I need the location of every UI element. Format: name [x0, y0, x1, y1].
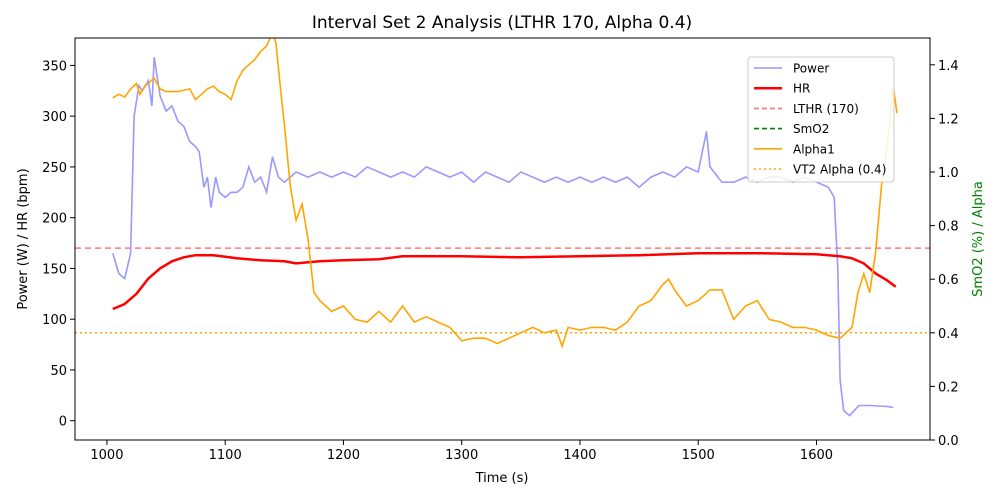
- x-axis-label: Time (s): [475, 471, 529, 486]
- y-tick-label: 300: [42, 110, 67, 125]
- y2-tick-label: 1.0: [938, 166, 959, 181]
- y-tick-label: 100: [42, 313, 67, 328]
- x-tick-label: 1200: [327, 448, 360, 463]
- y2-axis-label: SmO2 (%) / Alpha: [971, 181, 986, 297]
- y2-tick-label: 0.4: [938, 327, 959, 342]
- hr-series-line: [112, 251, 897, 311]
- x-tick-label: 1500: [682, 448, 715, 463]
- y-tick-label: 250: [42, 161, 67, 176]
- x-tick-label: 1300: [445, 448, 478, 463]
- legend-label: VT2 Alpha (0.4): [793, 163, 886, 177]
- legend-box: [747, 56, 895, 183]
- x-tick-label: 1400: [563, 448, 596, 463]
- legend-label: LTHR (170): [793, 102, 859, 116]
- y2-tick-label: 1.2: [938, 112, 959, 127]
- legend-label: SmO2: [793, 122, 829, 136]
- x-tick-label: 1000: [90, 448, 123, 463]
- y2-tick-label: 0.6: [938, 273, 959, 288]
- x-tick-label: 1600: [800, 448, 833, 463]
- legend-label: Alpha1: [793, 142, 835, 156]
- y-tick-label: 0: [59, 415, 67, 430]
- y-axis-label: Power (W) / HR (bpm): [16, 168, 31, 309]
- y-tick-label: 150: [42, 262, 67, 277]
- y-tick-label: 200: [42, 212, 67, 227]
- alpha1-series-line: [112, 38, 898, 349]
- y2-tick-label: 0.8: [938, 220, 959, 235]
- y2-tick-label: 0.2: [938, 380, 959, 395]
- x-tick-label: 1100: [209, 448, 242, 463]
- plot-frame: [74, 37, 931, 441]
- y-tick-label: 350: [42, 59, 67, 74]
- y2-tick-label: 1.4: [938, 59, 959, 74]
- legend-label: Power: [793, 62, 829, 76]
- legend: Power HR LTHR (170) SmO2 Alpha1 VT2 Alpha (0.…: [747, 56, 895, 183]
- y-tick-label: 50: [50, 364, 67, 379]
- y2-tick-label: 0.0: [938, 434, 959, 449]
- chart-title: Interval Set 2 Analysis (LTHR 170, Alpha…: [312, 13, 692, 33]
- legend-label: HR: [793, 82, 810, 96]
